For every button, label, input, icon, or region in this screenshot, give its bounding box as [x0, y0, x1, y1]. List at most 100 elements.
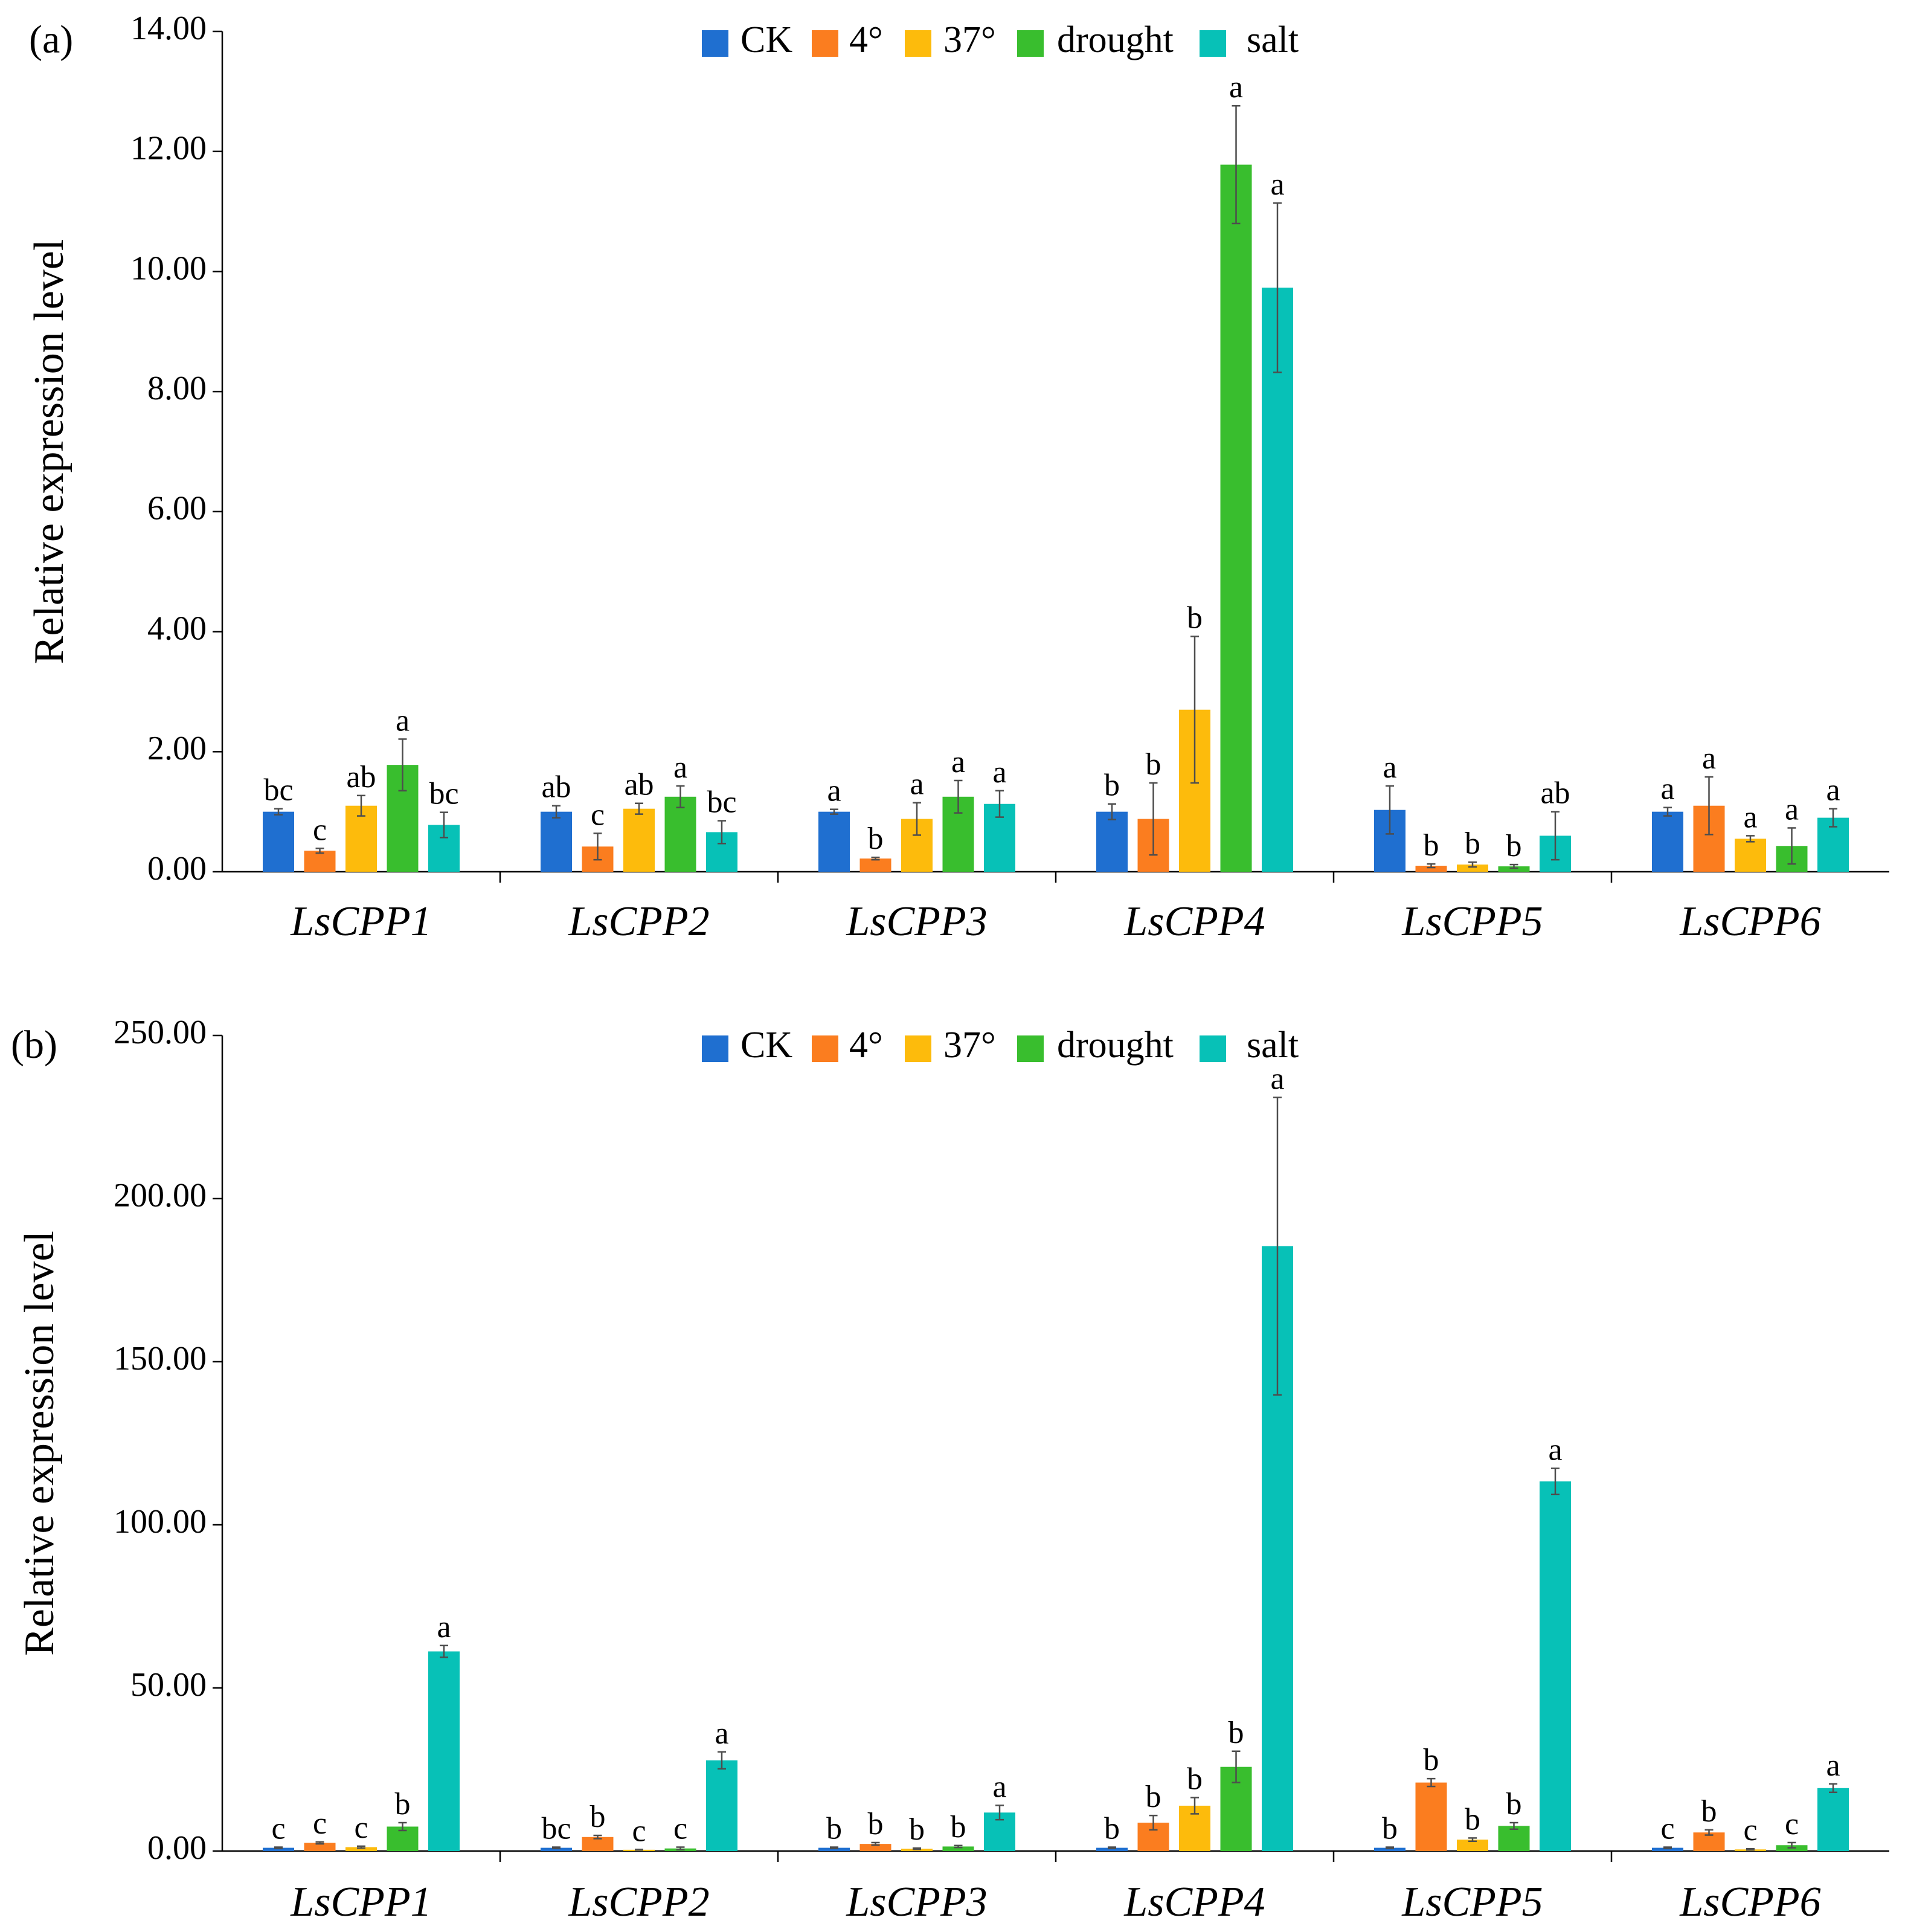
- legend-label: drought: [1057, 19, 1174, 60]
- y-tick-label: 4.00: [147, 610, 207, 647]
- significance-label: a: [951, 745, 965, 779]
- significance-label: b: [951, 1810, 966, 1844]
- legend-item-CK: CK: [702, 19, 792, 60]
- significance-label: b: [1187, 1762, 1203, 1796]
- significance-label: b: [1229, 1716, 1244, 1750]
- significance-label: bc: [541, 1812, 571, 1846]
- significance-label: b: [1424, 828, 1439, 863]
- significance-label: c: [591, 797, 605, 832]
- x-category-label: LsCPP4: [1123, 1879, 1265, 1925]
- bar-37°-LsCPP1: [345, 1847, 377, 1851]
- significance-label: b: [590, 1800, 606, 1834]
- legend-swatch: [1200, 30, 1226, 57]
- legend-label: 37°: [943, 1025, 996, 1066]
- legend-item-37°: 37°: [905, 1025, 996, 1066]
- x-category-label: LsCPP3: [846, 1879, 987, 1925]
- significance-label: b: [1146, 1780, 1161, 1814]
- bar-CK-LsCPP2: [541, 1847, 572, 1851]
- significance-label: c: [313, 813, 327, 847]
- bar-4°-LsCPP2: [582, 1837, 614, 1851]
- legend-swatch: [812, 1035, 838, 1062]
- legend-label: 4°: [849, 1025, 883, 1066]
- significance-label: c: [313, 1806, 327, 1841]
- legend-swatch: [812, 30, 838, 57]
- x-category-label: LsCPP5: [1401, 1879, 1543, 1925]
- significance-label: a: [715, 1716, 728, 1751]
- bar-CK-LsCPP6: [1652, 1847, 1683, 1851]
- significance-label: c: [1743, 1813, 1757, 1847]
- significance-label: ab: [1540, 776, 1570, 811]
- significance-label: a: [1826, 1748, 1840, 1783]
- bar-salt-LsCPP1: [428, 1651, 460, 1851]
- x-category-label: LsCPP1: [290, 1879, 431, 1925]
- significance-label: ab: [624, 768, 654, 802]
- legend-item-drought: drought: [1017, 1025, 1174, 1066]
- significance-label: a: [673, 750, 687, 785]
- x-category-label: LsCPP3: [846, 898, 987, 945]
- bar-CK-LsCPP3: [818, 1847, 850, 1851]
- y-tick-label: 100.00: [114, 1503, 207, 1541]
- significance-label: a: [910, 767, 924, 802]
- y-tick-label: 0.00: [147, 850, 207, 887]
- y-tick-label: 0.00: [147, 1829, 207, 1867]
- significance-label: a: [1383, 750, 1396, 785]
- significance-label: a: [396, 703, 410, 738]
- x-category-label: LsCPP6: [1679, 1879, 1820, 1925]
- bar-CK-LsCPP2: [541, 811, 572, 872]
- legend-item-4°: 4°: [812, 1025, 883, 1066]
- significance-label: b: [1187, 601, 1203, 636]
- significance-label: ab: [346, 760, 376, 794]
- legend-swatch: [702, 1035, 728, 1062]
- y-tick-label: 200.00: [114, 1177, 207, 1214]
- bar-4°-LsCPP1: [304, 1843, 336, 1851]
- legend-swatch: [1017, 30, 1044, 57]
- bar-CK-LsCPP4: [1096, 1847, 1128, 1851]
- significance-label: b: [868, 1807, 884, 1841]
- significance-label: b: [1146, 747, 1161, 782]
- x-category-label: LsCPP2: [568, 1879, 709, 1925]
- significance-label: b: [1506, 829, 1522, 863]
- significance-label: a: [437, 1610, 451, 1644]
- bar-37°-LsCPP1: [345, 805, 377, 872]
- legend-label: salt: [1247, 1025, 1299, 1066]
- significance-label: b: [1382, 1812, 1398, 1846]
- significance-label: b: [1104, 768, 1120, 803]
- bar-CK-LsCPP5: [1374, 1847, 1405, 1851]
- legend-swatch: [905, 30, 931, 57]
- significance-label: c: [1660, 1812, 1674, 1846]
- bar-4°-LsCPP5: [1415, 866, 1447, 872]
- significance-label: b: [868, 822, 884, 856]
- significance-label: a: [1270, 167, 1284, 202]
- panel-label: (a): [29, 18, 73, 62]
- legend-swatch: [702, 30, 728, 57]
- significance-label: a: [1229, 70, 1243, 105]
- bar-drought-LsCPP3: [942, 1846, 974, 1851]
- legend-swatch: [1017, 1035, 1044, 1062]
- bar-CK-LsCPP3: [818, 811, 850, 872]
- significance-label: b: [1506, 1787, 1522, 1821]
- legend-item-drought: drought: [1017, 19, 1174, 60]
- significance-label: b: [909, 1812, 925, 1847]
- y-tick-label: 50.00: [130, 1666, 207, 1704]
- bar-37°-LsCPP6: [1735, 839, 1766, 872]
- legend-swatch: [1200, 1035, 1226, 1062]
- significance-label: c: [354, 1811, 368, 1845]
- bar-37°-LsCPP5: [1457, 865, 1488, 872]
- significance-label: a: [1548, 1433, 1562, 1467]
- x-category-label: LsCPP2: [568, 898, 709, 945]
- significance-label: b: [1465, 1802, 1480, 1837]
- bar-salt-LsCPP6: [1817, 1788, 1849, 1851]
- significance-label: b: [1465, 826, 1480, 861]
- significance-label: b: [395, 1787, 411, 1821]
- significance-label: b: [1701, 1794, 1717, 1829]
- significance-label: a: [992, 755, 1006, 790]
- bar-salt-LsCPP4: [1262, 288, 1293, 872]
- legend-label: drought: [1057, 1025, 1174, 1066]
- legend-item-salt: salt: [1200, 1025, 1299, 1066]
- x-category-label: LsCPP6: [1679, 898, 1820, 945]
- significance-label: a: [992, 1769, 1006, 1804]
- significance-label: c: [632, 1814, 646, 1848]
- significance-label: a: [1826, 773, 1840, 808]
- bar-4°-LsCPP3: [859, 1844, 891, 1851]
